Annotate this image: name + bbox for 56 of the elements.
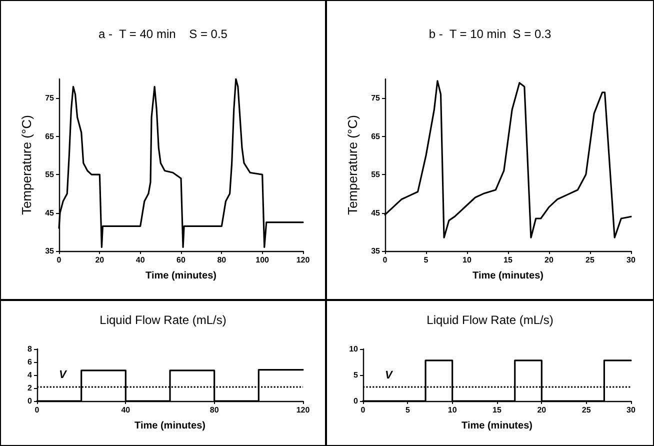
chart-title: Liquid Flow Rate (mL/s) [426, 313, 554, 327]
ref-line-label: V [385, 369, 394, 382]
y-tick-label: 10 [349, 344, 359, 354]
y-tick-label: 5 [354, 370, 359, 380]
y-tick-label: 2 [28, 384, 33, 392]
x-tick-label: 25 [582, 406, 592, 414]
x-axis-title: Time (minutes) [134, 420, 206, 432]
y-tick-label: 45 [371, 208, 381, 218]
x-tick-label: 40 [121, 406, 131, 414]
x-tick-label: 20 [537, 406, 547, 414]
x-tick-label: 15 [492, 406, 502, 414]
y-tick-label: 0 [354, 396, 359, 406]
x-tick-label: 20 [95, 256, 105, 264]
y-tick-label: 75 [45, 94, 55, 103]
x-tick-label: 30 [626, 256, 636, 264]
x-tick-label: 0 [382, 256, 388, 264]
y-tick-label: 6 [28, 358, 33, 366]
x-tick-label: 40 [136, 256, 146, 264]
x-tick-label: 30 [626, 406, 636, 414]
chart-title: Liquid Flow Rate (mL/s) [100, 313, 226, 327]
y-tick-label: 45 [45, 208, 55, 218]
x-tick-label: 80 [210, 406, 220, 414]
y-tick-label: 8 [28, 344, 33, 354]
y-tick-label: 65 [45, 132, 55, 141]
x-axis-title: Time (minutes) [472, 270, 544, 282]
x-tick-label: 80 [217, 256, 227, 264]
chart-title: a - T = 40 min S = 0.5 [98, 27, 228, 41]
y-tick-label: 35 [45, 246, 55, 256]
y-tick-label: 4 [28, 370, 33, 380]
x-tick-label: 25 [586, 256, 595, 264]
x-tick-label: 0 [34, 406, 40, 414]
x-tick-label: 5 [405, 406, 410, 414]
line-series [58, 78, 304, 248]
x-axis-title: Time (minutes) [146, 270, 216, 282]
x-tick-label: 10 [448, 406, 458, 414]
y-tick-label: 75 [371, 94, 381, 103]
y-tick-label: 35 [371, 246, 381, 256]
x-tick-label: 5 [424, 256, 429, 264]
x-tick-label: 0 [56, 256, 62, 264]
x-tick-label: 120 [296, 406, 310, 414]
x-tick-label: 100 [256, 256, 270, 264]
y-tick-label: 55 [45, 170, 55, 180]
x-tick-label: 10 [462, 256, 472, 264]
x-axis-title: Time (minutes) [462, 420, 532, 432]
y-tick-label: 55 [371, 170, 381, 180]
ref-line-label: V [59, 369, 68, 382]
y-axis-title: Temperature (°C) [19, 115, 34, 215]
x-tick-label: 15 [504, 256, 513, 264]
y-tick-label: 0 [28, 396, 33, 406]
y-axis-title: Temperature (°C) [345, 115, 360, 215]
x-tick-label: 20 [544, 256, 554, 264]
x-tick-label: 60 [176, 256, 186, 264]
x-tick-label: 120 [296, 256, 310, 264]
y-tick-label: 65 [371, 132, 381, 141]
chart-title: b - T = 10 min S = 0.3 [428, 27, 552, 41]
x-tick-label: 0 [360, 406, 366, 414]
